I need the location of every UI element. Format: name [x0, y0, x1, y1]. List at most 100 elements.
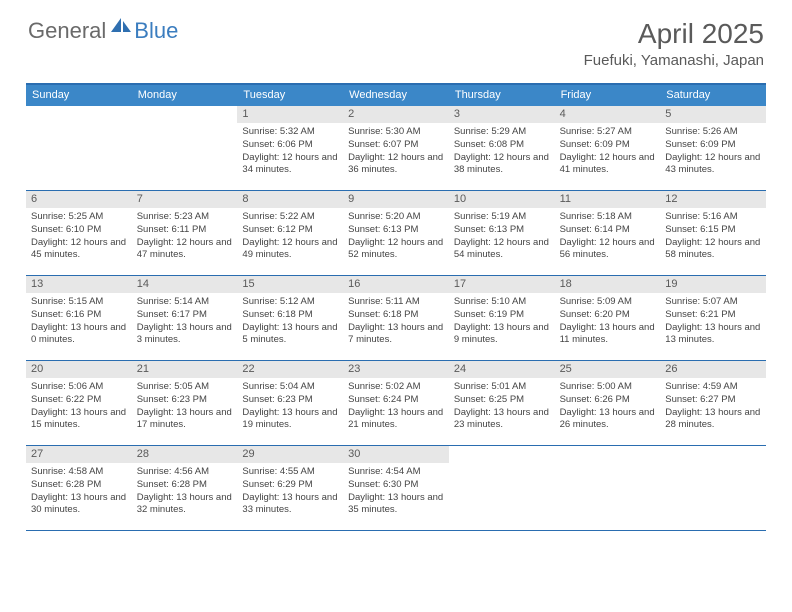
day-cell: . — [449, 446, 555, 530]
day-number: 15 — [237, 276, 343, 293]
day-cell: . — [555, 446, 661, 530]
day-number: 7 — [132, 191, 238, 208]
day-number: 3 — [449, 106, 555, 123]
day-number: 11 — [555, 191, 661, 208]
day-cell: 30Sunrise: 4:54 AMSunset: 6:30 PMDayligh… — [343, 446, 449, 530]
week-row: 13Sunrise: 5:15 AMSunset: 6:16 PMDayligh… — [26, 276, 766, 361]
day-number: 1 — [237, 106, 343, 123]
logo: General Blue — [28, 18, 178, 44]
day-data: Sunrise: 5:01 AMSunset: 6:25 PMDaylight:… — [449, 378, 555, 436]
day-number: 12 — [660, 191, 766, 208]
day-data: Sunrise: 5:15 AMSunset: 6:16 PMDaylight:… — [26, 293, 132, 351]
day-data: Sunrise: 4:59 AMSunset: 6:27 PMDaylight:… — [660, 378, 766, 436]
logo-text-blue: Blue — [134, 18, 178, 44]
day-cell: 25Sunrise: 5:00 AMSunset: 6:26 PMDayligh… — [555, 361, 661, 445]
day-data: Sunrise: 5:26 AMSunset: 6:09 PMDaylight:… — [660, 123, 766, 181]
day-number: 13 — [26, 276, 132, 293]
day-cell: 16Sunrise: 5:11 AMSunset: 6:18 PMDayligh… — [343, 276, 449, 360]
day-cell: 26Sunrise: 4:59 AMSunset: 6:27 PMDayligh… — [660, 361, 766, 445]
day-number: 14 — [132, 276, 238, 293]
day-data: Sunrise: 5:18 AMSunset: 6:14 PMDaylight:… — [555, 208, 661, 266]
day-number: 5 — [660, 106, 766, 123]
day-data: Sunrise: 5:06 AMSunset: 6:22 PMDaylight:… — [26, 378, 132, 436]
day-number: 10 — [449, 191, 555, 208]
day-cell: . — [132, 106, 238, 190]
month-title: April 2025 — [584, 18, 764, 50]
day-number: 18 — [555, 276, 661, 293]
day-number: 20 — [26, 361, 132, 378]
day-cell: 11Sunrise: 5:18 AMSunset: 6:14 PMDayligh… — [555, 191, 661, 275]
day-cell: 21Sunrise: 5:05 AMSunset: 6:23 PMDayligh… — [132, 361, 238, 445]
weekday-header: Thursday — [449, 85, 555, 106]
day-data: Sunrise: 5:22 AMSunset: 6:12 PMDaylight:… — [237, 208, 343, 266]
day-number: 26 — [660, 361, 766, 378]
day-data: Sunrise: 5:19 AMSunset: 6:13 PMDaylight:… — [449, 208, 555, 266]
weekday-row: SundayMondayTuesdayWednesdayThursdayFrid… — [26, 85, 766, 106]
week-row: 27Sunrise: 4:58 AMSunset: 6:28 PMDayligh… — [26, 446, 766, 531]
day-data: Sunrise: 5:25 AMSunset: 6:10 PMDaylight:… — [26, 208, 132, 266]
location: Fuefuki, Yamanashi, Japan — [584, 52, 764, 69]
day-number: 30 — [343, 446, 449, 463]
day-data: Sunrise: 5:20 AMSunset: 6:13 PMDaylight:… — [343, 208, 449, 266]
day-cell: . — [660, 446, 766, 530]
day-data: Sunrise: 4:58 AMSunset: 6:28 PMDaylight:… — [26, 463, 132, 521]
day-data: Sunrise: 5:30 AMSunset: 6:07 PMDaylight:… — [343, 123, 449, 181]
day-number: 4 — [555, 106, 661, 123]
calendar: SundayMondayTuesdayWednesdayThursdayFrid… — [26, 83, 766, 531]
day-number: 21 — [132, 361, 238, 378]
day-cell: 20Sunrise: 5:06 AMSunset: 6:22 PMDayligh… — [26, 361, 132, 445]
header: General Blue April 2025 Fuefuki, Yamanas… — [0, 0, 792, 75]
day-data: Sunrise: 5:29 AMSunset: 6:08 PMDaylight:… — [449, 123, 555, 181]
day-cell: 9Sunrise: 5:20 AMSunset: 6:13 PMDaylight… — [343, 191, 449, 275]
day-number: 6 — [26, 191, 132, 208]
day-data: Sunrise: 4:56 AMSunset: 6:28 PMDaylight:… — [132, 463, 238, 521]
day-data: Sunrise: 5:32 AMSunset: 6:06 PMDaylight:… — [237, 123, 343, 181]
day-number: 22 — [237, 361, 343, 378]
day-data: Sunrise: 5:27 AMSunset: 6:09 PMDaylight:… — [555, 123, 661, 181]
logo-text-general: General — [28, 18, 106, 44]
day-cell: 22Sunrise: 5:04 AMSunset: 6:23 PMDayligh… — [237, 361, 343, 445]
week-row: ..1Sunrise: 5:32 AMSunset: 6:06 PMDaylig… — [26, 106, 766, 191]
day-data: Sunrise: 5:04 AMSunset: 6:23 PMDaylight:… — [237, 378, 343, 436]
day-cell: 28Sunrise: 4:56 AMSunset: 6:28 PMDayligh… — [132, 446, 238, 530]
logo-sail-icon — [110, 17, 132, 40]
day-number: 24 — [449, 361, 555, 378]
day-data: Sunrise: 5:14 AMSunset: 6:17 PMDaylight:… — [132, 293, 238, 351]
day-cell: . — [26, 106, 132, 190]
day-cell: 10Sunrise: 5:19 AMSunset: 6:13 PMDayligh… — [449, 191, 555, 275]
weekday-header: Saturday — [660, 85, 766, 106]
day-cell: 1Sunrise: 5:32 AMSunset: 6:06 PMDaylight… — [237, 106, 343, 190]
day-cell: 18Sunrise: 5:09 AMSunset: 6:20 PMDayligh… — [555, 276, 661, 360]
weekday-header: Tuesday — [237, 85, 343, 106]
day-cell: 17Sunrise: 5:10 AMSunset: 6:19 PMDayligh… — [449, 276, 555, 360]
day-cell: 19Sunrise: 5:07 AMSunset: 6:21 PMDayligh… — [660, 276, 766, 360]
day-cell: 3Sunrise: 5:29 AMSunset: 6:08 PMDaylight… — [449, 106, 555, 190]
weekday-header: Friday — [555, 85, 661, 106]
day-cell: 15Sunrise: 5:12 AMSunset: 6:18 PMDayligh… — [237, 276, 343, 360]
week-row: 6Sunrise: 5:25 AMSunset: 6:10 PMDaylight… — [26, 191, 766, 276]
day-data: Sunrise: 4:54 AMSunset: 6:30 PMDaylight:… — [343, 463, 449, 521]
day-cell: 2Sunrise: 5:30 AMSunset: 6:07 PMDaylight… — [343, 106, 449, 190]
day-cell: 6Sunrise: 5:25 AMSunset: 6:10 PMDaylight… — [26, 191, 132, 275]
day-number: 25 — [555, 361, 661, 378]
day-number: 8 — [237, 191, 343, 208]
weekday-header: Wednesday — [343, 85, 449, 106]
day-cell: 7Sunrise: 5:23 AMSunset: 6:11 PMDaylight… — [132, 191, 238, 275]
day-number: 16 — [343, 276, 449, 293]
day-cell: 24Sunrise: 5:01 AMSunset: 6:25 PMDayligh… — [449, 361, 555, 445]
weekday-header: Monday — [132, 85, 238, 106]
weekday-header: Sunday — [26, 85, 132, 106]
day-data: Sunrise: 5:07 AMSunset: 6:21 PMDaylight:… — [660, 293, 766, 351]
day-data: Sunrise: 5:23 AMSunset: 6:11 PMDaylight:… — [132, 208, 238, 266]
day-number: 29 — [237, 446, 343, 463]
day-cell: 12Sunrise: 5:16 AMSunset: 6:15 PMDayligh… — [660, 191, 766, 275]
day-cell: 29Sunrise: 4:55 AMSunset: 6:29 PMDayligh… — [237, 446, 343, 530]
day-data: Sunrise: 5:11 AMSunset: 6:18 PMDaylight:… — [343, 293, 449, 351]
day-number: 28 — [132, 446, 238, 463]
day-cell: 13Sunrise: 5:15 AMSunset: 6:16 PMDayligh… — [26, 276, 132, 360]
day-number: 2 — [343, 106, 449, 123]
day-number: 23 — [343, 361, 449, 378]
weeks-container: ..1Sunrise: 5:32 AMSunset: 6:06 PMDaylig… — [26, 106, 766, 531]
week-row: 20Sunrise: 5:06 AMSunset: 6:22 PMDayligh… — [26, 361, 766, 446]
day-data: Sunrise: 5:02 AMSunset: 6:24 PMDaylight:… — [343, 378, 449, 436]
